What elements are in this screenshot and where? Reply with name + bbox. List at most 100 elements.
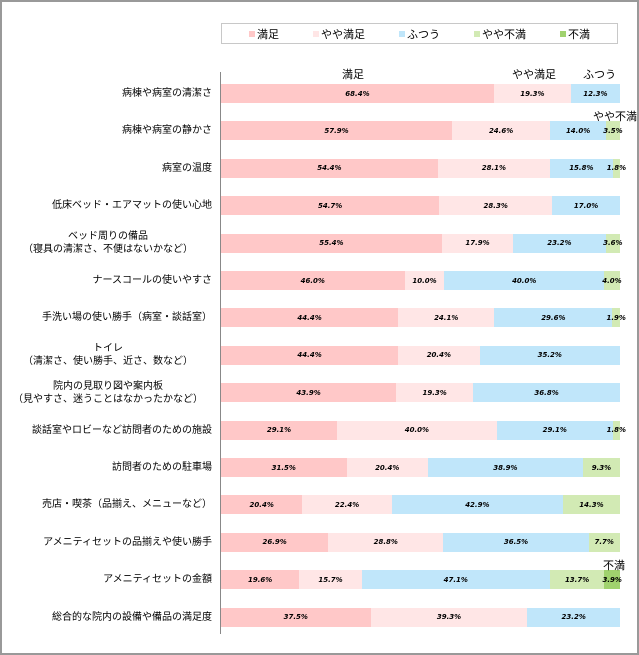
legend-item: やや不満 xyxy=(474,26,526,42)
data-label: 35.2% xyxy=(537,351,562,360)
data-label: 20.4% xyxy=(249,500,274,509)
data-label: 55.4% xyxy=(319,239,344,248)
category-label: 院内の見取り図や案内板 （見やすさ、迷うことはなかったかなど） xyxy=(13,380,203,405)
data-label: 44.4% xyxy=(297,313,322,322)
legend-label: ふつう xyxy=(407,27,440,41)
data-label: 23.2% xyxy=(547,239,572,248)
bar-segment: 28.8% xyxy=(328,532,444,552)
data-label: 24.6% xyxy=(488,126,514,135)
category-label: 売店・喫茶（品揃え、メニューなど） xyxy=(42,499,212,511)
bar-row: 29.1% 40.0% 29.1% 1.8% xyxy=(221,420,626,440)
category-label: 総合的な院内の設備や備品の満足度 xyxy=(52,611,212,623)
bar-segment: 4.0% xyxy=(602,271,622,290)
category-label: ナースコールの使いやすさ xyxy=(92,275,213,286)
bar-segment: 3.5% xyxy=(603,121,623,141)
bar-segment: 44.4% xyxy=(221,308,399,328)
data-label: 17.0% xyxy=(573,201,599,210)
data-label: 13.7% xyxy=(564,575,590,584)
data-label: 19.6% xyxy=(247,575,273,584)
bar-segment: 14.0% xyxy=(550,121,607,141)
bar-segment: 24.1% xyxy=(398,308,495,328)
bar-segment: 46.0% xyxy=(221,271,405,290)
bar-segment: 12.3% xyxy=(570,84,620,103)
data-label: 9.3% xyxy=(591,463,612,472)
bar-row: 44.4% 24.1% 29.6% 1.9% xyxy=(221,308,626,328)
data-label: 40.0% xyxy=(404,426,430,435)
bar-segment: 57.9% xyxy=(221,121,453,141)
data-label: 26.9% xyxy=(262,538,287,547)
legend-label: やや不満 xyxy=(482,27,526,41)
category-label: 訪問者のための駐車場 xyxy=(112,462,212,473)
bar-segment: 24.6% xyxy=(452,121,551,141)
bar-segment: 68.4% xyxy=(221,84,494,103)
data-label: 7.7% xyxy=(594,538,614,547)
data-label: 15.7% xyxy=(318,575,343,584)
bar-row: 46.0% 10.0% 40.0% 4.0% xyxy=(221,271,622,290)
bar-segment: 37.5% xyxy=(221,607,371,627)
bar-segment: 22.4% xyxy=(302,495,392,515)
bar-segment: 13.7% xyxy=(549,570,605,590)
category-label: 低床ベッド・エアマットの使い心地 xyxy=(52,200,212,212)
data-label: 1.9% xyxy=(606,313,626,322)
legend-item: 満足 xyxy=(249,26,279,42)
bar-segment: 10.0% xyxy=(404,271,445,290)
data-label: 47.1% xyxy=(443,575,468,584)
bar-row: 43.9% 19.3% 36.8% xyxy=(221,383,620,403)
bar-segment: 47.1% xyxy=(361,570,550,590)
bar-row: 20.4% 22.4% 42.9% 14.3% xyxy=(221,495,620,515)
data-label: 14.0% xyxy=(565,126,591,135)
bar-segment: 31.5% xyxy=(221,458,347,477)
legend-swatch-icon xyxy=(560,30,566,37)
data-label: 19.3% xyxy=(520,89,545,98)
bar-segment: 3.9% xyxy=(602,570,622,590)
data-label: 22.4% xyxy=(334,500,360,509)
y-axis-line xyxy=(220,72,221,634)
bar-row: 31.5% 20.4% 38.9% 9.3% xyxy=(221,458,620,477)
series-annotation: 満足 xyxy=(342,68,364,81)
bar-row: 44.4% 20.4% 35.2% xyxy=(221,345,620,365)
data-label: 39.3% xyxy=(436,613,462,622)
data-label: 20.4% xyxy=(426,351,451,360)
series-annotation: 不満 xyxy=(603,559,625,572)
bar-segment: 1.8% xyxy=(607,420,626,440)
data-label: 19.3% xyxy=(422,388,447,397)
bar-segment: 17.0% xyxy=(552,196,620,216)
data-label: 1.8% xyxy=(606,164,627,173)
bar-segment: 15.8% xyxy=(549,158,613,178)
category-label: 病室の温度 xyxy=(162,162,212,174)
bar-segment: 36.8% xyxy=(473,383,620,403)
bar-row: 55.4% 17.9% 23.2% 3.6% xyxy=(221,233,623,253)
legend-item: やや満足 xyxy=(313,26,365,42)
bar-segment: 29.1% xyxy=(221,420,338,440)
data-label: 10.0% xyxy=(412,276,437,285)
bar-segment: 7.7% xyxy=(588,532,620,552)
category-label: 手洗い場の使い勝手（病室・談話室） xyxy=(42,312,212,324)
bar-segment: 39.3% xyxy=(370,607,528,627)
bar-segment: 28.1% xyxy=(437,158,550,178)
category-label: トイレ （清潔さ、使い勝手、近さ、数など） xyxy=(23,343,193,368)
bar-segment: 14.3% xyxy=(562,495,620,515)
bar-segment: 54.4% xyxy=(221,158,438,178)
bar-segment: 20.4% xyxy=(398,345,480,365)
data-label: 24.1% xyxy=(434,313,459,322)
category-label: 病棟や病室の静かさ xyxy=(122,125,212,137)
bar-row: 54.4% 28.1% 15.8% 1.8% xyxy=(221,158,626,178)
data-label: 54.7% xyxy=(317,201,343,210)
bar-segment: 40.0% xyxy=(444,271,605,290)
bar-segment: 1.9% xyxy=(606,308,626,328)
data-label: 38.9% xyxy=(493,463,518,472)
data-label: 15.8% xyxy=(569,164,594,173)
data-label: 68.4% xyxy=(345,89,370,98)
category-label: ベッド周りの備品 （寝具の清潔さ、不便はないかなど） xyxy=(23,231,193,256)
bar-segment: 36.5% xyxy=(443,532,589,552)
series-annotation: やや不満 xyxy=(593,110,637,123)
bar-segment: 19.3% xyxy=(493,84,571,103)
data-label: 14.3% xyxy=(579,500,604,509)
bar-segment: 42.9% xyxy=(391,495,563,515)
bar-segment: 43.9% xyxy=(221,383,397,403)
data-label: 29.1% xyxy=(266,426,292,435)
bar-segment: 54.7% xyxy=(221,196,440,216)
bar-segment: 44.4% xyxy=(221,345,399,365)
bar-row: 19.6% 15.7% 47.1% 13.7% 3.9% xyxy=(221,570,622,590)
